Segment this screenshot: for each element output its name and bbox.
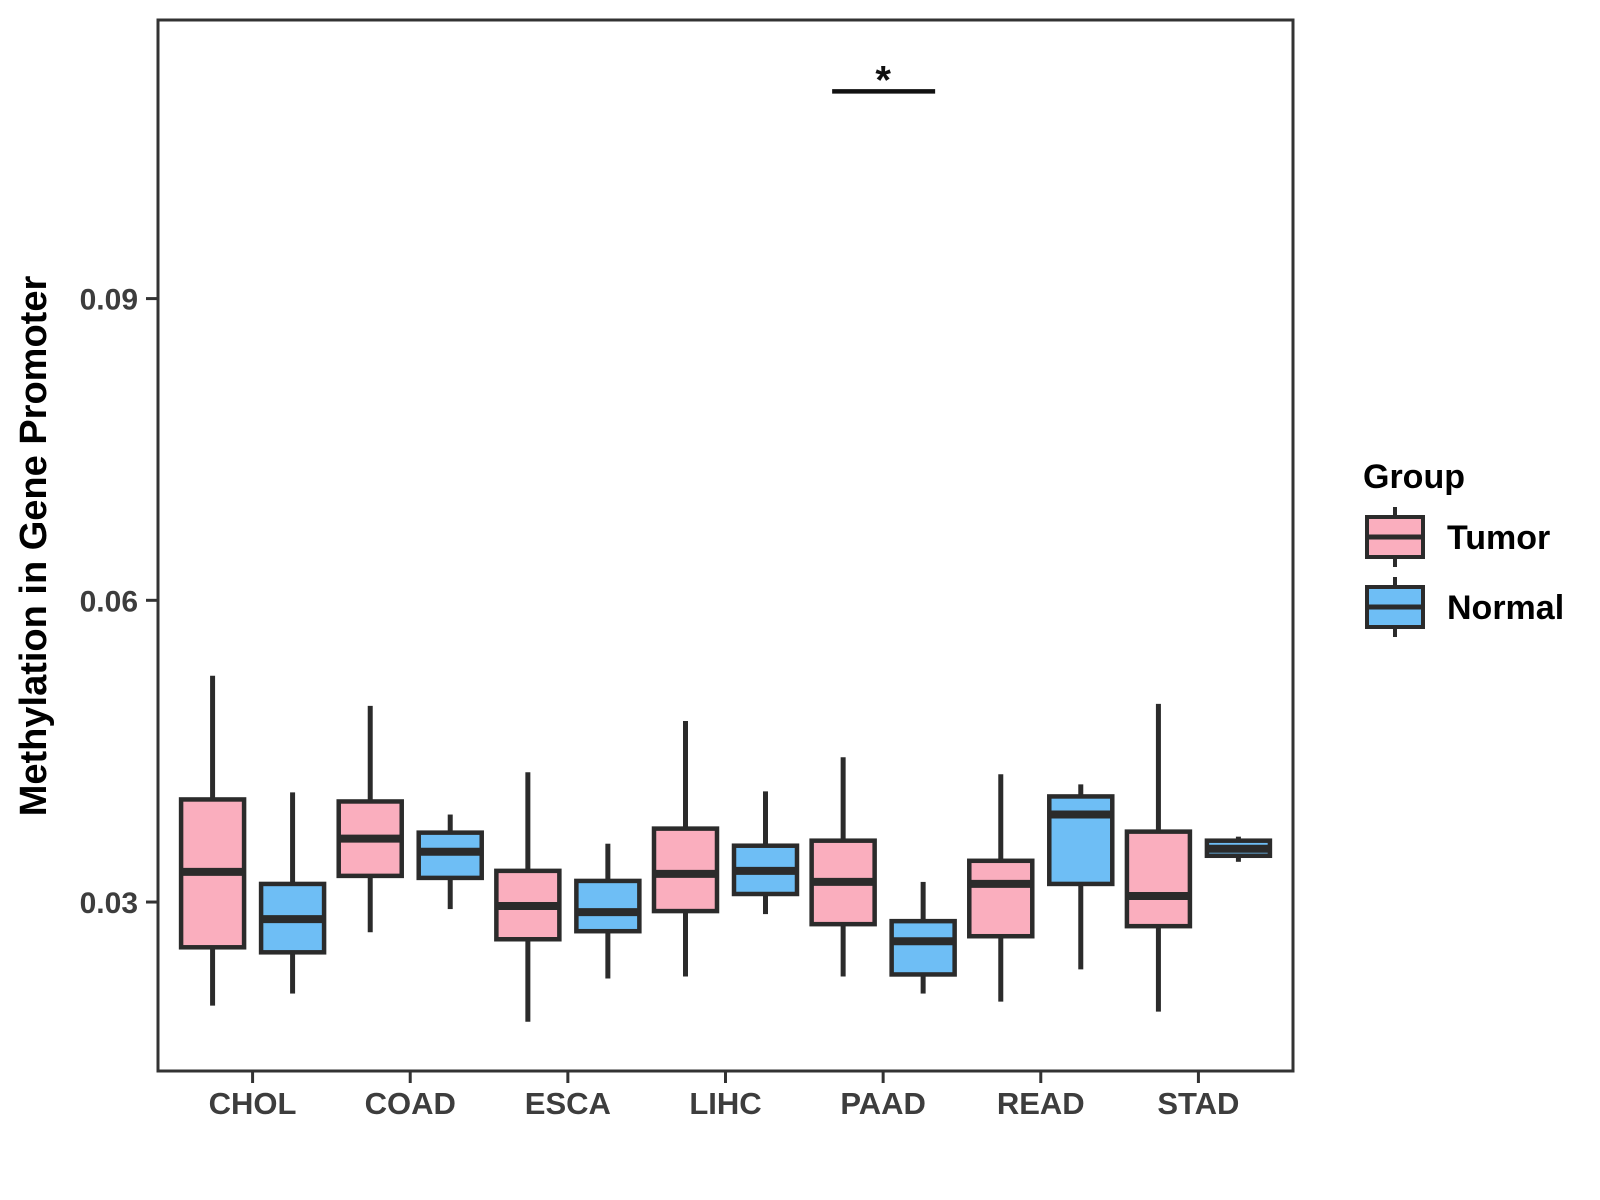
significance-star: * [875, 58, 891, 102]
x-tick-label-stad: STAD [1157, 1086, 1239, 1121]
box-chol-normal [258, 792, 327, 994]
x-tick-label-esca: ESCA [525, 1086, 611, 1121]
plot-panel [156, 18, 1295, 1073]
legend-label-normal: Normal [1447, 589, 1564, 627]
box-stad-normal [1204, 836, 1273, 862]
legend-label-tumor: Tumor [1447, 519, 1550, 557]
box-coad-tumor [336, 705, 404, 933]
y-tick-label: 0.03 [80, 887, 138, 920]
x-tick-label-chol: CHOL [209, 1086, 297, 1121]
x-tick-label-coad: COAD [365, 1086, 456, 1121]
box-stad-tumor [1124, 703, 1193, 1012]
plot-area: 0.03 0.06 0.09 CHOL COAD ESCA LIHC PAAD READ STAD… [80, 18, 1295, 1121]
box-read-normal [1047, 784, 1115, 970]
box-coad-normal [416, 814, 484, 910]
y-tick-label: 0.06 [80, 585, 138, 618]
box-read-tumor [967, 774, 1035, 1002]
legend-title: Group [1363, 458, 1465, 496]
legend: Group Tumor Normal [1363, 458, 1564, 637]
box-paad-normal [889, 881, 957, 994]
iqr-box [574, 878, 642, 934]
iqr-box [1124, 829, 1193, 929]
x-tick-label-paad: PAAD [840, 1086, 926, 1121]
box-lihc-tumor [651, 721, 720, 977]
iqr-box [889, 918, 957, 977]
box-paad-tumor [809, 757, 877, 977]
legend-key-normal [1365, 577, 1425, 637]
y-axis-title: Methylation in Gene Promoter [13, 276, 55, 817]
x-tick-label-read: READ [997, 1086, 1085, 1121]
legend-key-tumor [1365, 507, 1425, 567]
y-tick-label: 0.09 [80, 284, 138, 317]
box-chol-tumor [178, 675, 247, 1006]
iqr-box [1047, 794, 1115, 887]
box-lihc-normal [731, 791, 800, 915]
iqr-box [651, 826, 720, 914]
box-esca-normal [574, 843, 642, 979]
iqr-box [967, 858, 1035, 939]
box-esca-tumor [494, 772, 562, 1022]
x-tick-label-lihc: LIHC [689, 1086, 761, 1121]
